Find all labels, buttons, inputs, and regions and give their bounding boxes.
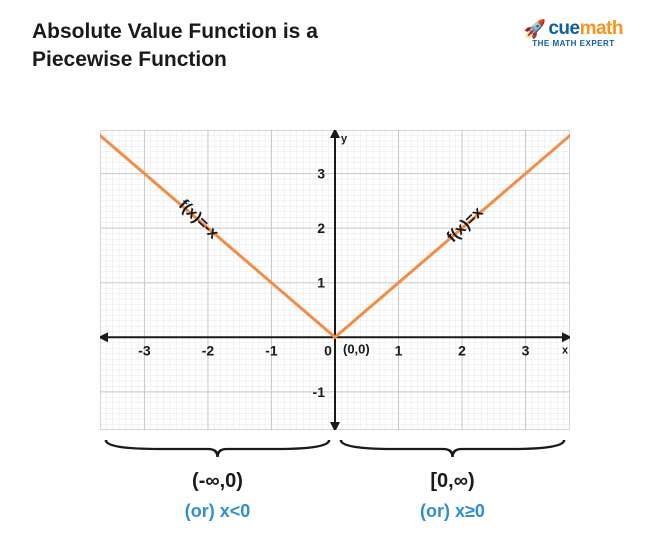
- svg-text:3: 3: [522, 342, 530, 358]
- interval-left-alt: (or) x<0: [100, 501, 335, 522]
- svg-text:2: 2: [317, 220, 325, 236]
- svg-text:2: 2: [458, 342, 466, 358]
- svg-text:y: y: [341, 133, 348, 145]
- logo-tagline: THE MATH EXPERT: [532, 39, 614, 48]
- svg-text:-1: -1: [265, 342, 278, 358]
- brace-icon: [100, 435, 335, 463]
- svg-text:-1: -1: [313, 384, 326, 400]
- interval-right-alt: (or) x≥0: [335, 501, 570, 522]
- svg-text:3: 3: [317, 166, 325, 182]
- interval-left: (-∞,0): [100, 470, 335, 493]
- brace-icon: [335, 435, 570, 463]
- svg-text:1: 1: [395, 342, 403, 358]
- brand-logo: 🚀 cuemath THE MATH EXPERT: [524, 18, 623, 48]
- legend-left: (-∞,0) (or) x<0: [100, 435, 335, 522]
- svg-text:f(x)=-x: f(x)=-x: [175, 197, 222, 243]
- abs-value-chart: -3 -2 -1 0 1 2 3 -1 1 2 3 x y (0,0) f(x)=-x f(x)=x: [100, 130, 570, 430]
- rocket-icon: 🚀: [524, 19, 546, 40]
- title-line-2: Piecewise Function: [32, 48, 227, 71]
- svg-text:1: 1: [317, 275, 325, 291]
- svg-text:-2: -2: [202, 342, 215, 358]
- svg-text:f(x)=x: f(x)=x: [444, 204, 487, 246]
- svg-text:0: 0: [324, 342, 332, 358]
- logo-text: cuemath: [548, 18, 623, 40]
- title-line-1: Absolute Value Function is a: [32, 20, 318, 43]
- interval-right: [0,∞): [335, 470, 570, 493]
- header: Absolute Value Function is a Piecewise F…: [32, 18, 623, 75]
- svg-text:(0,0): (0,0): [343, 341, 370, 356]
- page-title: Absolute Value Function is a Piecewise F…: [32, 18, 318, 75]
- svg-text:x: x: [562, 344, 569, 356]
- svg-text:-3: -3: [138, 342, 151, 358]
- interval-legend: (-∞,0) (or) x<0 [0,∞) (or) x≥0: [100, 435, 570, 522]
- legend-right: [0,∞) (or) x≥0: [335, 435, 570, 522]
